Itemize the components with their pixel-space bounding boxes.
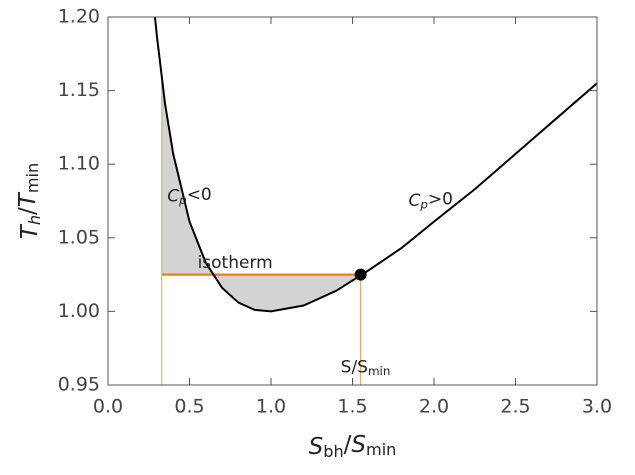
y-axis-label-part: / <box>14 207 40 215</box>
x-tick-label: 0.0 <box>93 396 123 418</box>
annotation-part: C <box>408 191 420 211</box>
x-axis-label-part: / <box>344 431 352 457</box>
x-tick-label: 2.0 <box>419 396 449 418</box>
annotation-part: C <box>167 187 179 207</box>
y-tick-label: 0.95 <box>58 374 100 396</box>
x-axis-label-part: S <box>309 434 324 460</box>
annotation: Cp<0 <box>167 185 212 207</box>
x-tick-label: 3.0 <box>582 396 612 418</box>
annotation-part: <0 <box>187 185 212 205</box>
y-axis-label-part: min <box>22 163 41 193</box>
y-tick-label: 1.10 <box>58 153 100 175</box>
y-tick-label: 1.20 <box>58 6 100 28</box>
y-tick-label: 1.15 <box>58 79 100 101</box>
annotation-part: >0 <box>428 189 453 209</box>
x-axis-label-part: S <box>351 431 366 457</box>
x-axis-label-part: bh <box>323 441 343 460</box>
x-tick-label: 1.5 <box>337 396 367 418</box>
annotation: S/Smin <box>341 357 391 377</box>
annotation: isotherm <box>198 253 273 273</box>
y-tick-label: 1.00 <box>58 300 100 322</box>
y-axis-label-part: h <box>24 215 43 225</box>
y-axis-label: Th/Tmin <box>14 163 43 239</box>
x-axis-label: Sbh/Smin <box>309 431 397 460</box>
annotation-part: isotherm <box>198 253 273 273</box>
y-axis-label-part: T <box>14 191 40 207</box>
x-tick-label: 2.5 <box>500 396 530 418</box>
x-tick-label: 0.5 <box>174 396 204 418</box>
annotation: Cp>0 <box>408 189 453 211</box>
annotation-part: S/S <box>341 357 368 377</box>
x-tick-label: 1.0 <box>256 396 286 418</box>
annotation-part: min <box>368 363 390 377</box>
plot-area <box>153 17 597 385</box>
curve <box>153 17 597 313</box>
critical-point <box>354 268 367 281</box>
y-tick-label: 1.05 <box>58 226 100 248</box>
annotation-part: p <box>419 197 428 211</box>
x-axis-label-part: min <box>366 439 396 458</box>
annotation-part: p <box>178 193 187 207</box>
y-axis-label-part: T <box>17 223 43 239</box>
